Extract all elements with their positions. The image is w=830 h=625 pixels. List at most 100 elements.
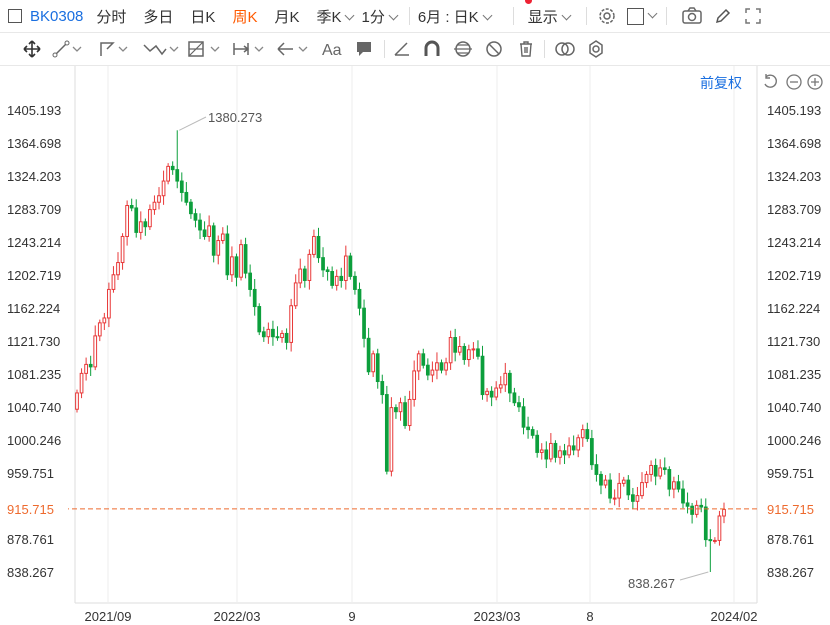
candle-body [284,332,289,343]
candle-body [444,362,448,371]
tab-weekly-k[interactable]: 周K [232,8,258,26]
candle-body [211,225,216,256]
divider [384,38,385,60]
polyline-tool-icon[interactable] [98,38,128,60]
candle-body [462,345,467,361]
current-price-label-right: 915.715 [767,502,814,517]
draw-settings-icon[interactable] [586,38,606,60]
candle-body [97,322,102,337]
x-tick-label: 8 [586,609,593,624]
hide-drawing-icon[interactable] [484,38,504,60]
candle-body [234,256,239,278]
fullscreen-icon[interactable] [743,6,763,26]
zoom-in-icon[interactable] [807,74,823,90]
candle-body [512,392,517,404]
candle-body [644,473,649,484]
y-tick-label: 1121.730 [7,334,60,349]
candle-body [116,262,120,276]
candle-body [120,235,125,264]
y-tick-label: 878.761 [7,532,54,547]
comment-tool-icon[interactable] [354,38,374,60]
y-tick-label: 959.751 [767,466,814,481]
candle-body [389,407,394,472]
candle-body [207,225,212,237]
candle-body [193,213,198,221]
arrow-tool-icon[interactable] [275,38,311,60]
sidebar-toggle-icon[interactable] [8,9,22,23]
candle-body [266,328,271,338]
candle-body [343,255,348,281]
candle-body [425,364,430,376]
candle-body [576,437,581,451]
y-tick-label: 1162.224 [767,301,820,316]
candle-body [384,394,389,472]
candle-body [507,372,512,394]
fibonacci-tool-icon[interactable] [186,38,222,60]
text-tool-icon[interactable]: Aa [321,38,343,60]
candle-body [435,362,439,371]
y-tick-label: 1040.740 [7,400,61,415]
candle-body [608,479,612,499]
candlestick-chart[interactable]: 1405.193 1364.698 1324.203 1283.709 1243.214… [0,66,830,625]
measure-tool-icon[interactable] [231,38,267,60]
candle-body [280,332,284,339]
tab-daily-k[interactable]: 日K [190,8,216,26]
line-tool-icon[interactable] [52,38,82,60]
display-dropdown[interactable]: 显示 [528,6,572,27]
reset-icon[interactable] [764,74,777,88]
season-k-dropdown[interactable]: 季K [316,6,355,27]
range-dropdown[interactable]: 6月 : 日K [417,6,493,27]
magnet-icon[interactable] [422,38,442,60]
season-k-label: 季K [316,8,342,26]
candle-body [143,221,148,228]
move-icon[interactable] [22,38,42,60]
overlay-icon[interactable] [554,38,576,60]
lock-drawing-icon[interactable] [452,38,474,60]
candle-body [75,392,79,410]
candle-body [189,201,193,215]
candle-body [380,381,385,396]
candle-body [321,257,325,271]
range-label: 6月 : 日K [417,8,479,26]
angle-tool-icon[interactable] [392,38,412,60]
candle-body [198,219,202,231]
settings-icon[interactable] [597,6,617,26]
candle-body [594,464,599,475]
tab-timeshare[interactable]: 分时 [96,8,127,26]
candle-body [653,464,658,477]
stock-code[interactable]: BK0308 [30,7,84,25]
tab-multiday[interactable]: 多日 [143,8,174,26]
candle-body [603,479,608,486]
camera-icon[interactable] [681,6,703,26]
candle-body [220,233,225,242]
candle-body [239,244,243,278]
candle-body [353,275,357,290]
pencil-icon[interactable] [713,6,733,26]
tab-monthly-k[interactable]: 月K [274,8,300,26]
candle-body [599,473,603,486]
candle-body [179,180,184,193]
candle-body [544,449,549,460]
color-picker[interactable] [626,7,658,25]
y-tick-label: 1405.193 [767,103,821,118]
chevron-down-icon [482,10,493,20]
candle-body [681,488,685,504]
trash-icon[interactable] [516,38,536,60]
candle-body [407,398,412,427]
zoom-out-icon[interactable] [786,74,802,90]
minute-dropdown[interactable]: 1分 [361,6,399,27]
svg-text:Aa: Aa [322,42,342,59]
candle-body [626,479,631,496]
y-tick-label: 1121.730 [767,334,820,349]
candle-body [362,307,366,339]
candle-body [521,406,526,428]
candle-body [672,481,676,490]
candle-body [471,348,476,351]
wave-tool-icon[interactable] [142,38,180,60]
candle-body [111,274,116,290]
candle-body [403,402,407,427]
adjust-mode-button[interactable]: 前复权 [700,75,742,91]
y-tick-label: 1081.235 [767,367,821,382]
annotations: 1380.273 838.267 [179,110,709,591]
y-tick-label: 1243.214 [7,235,61,250]
